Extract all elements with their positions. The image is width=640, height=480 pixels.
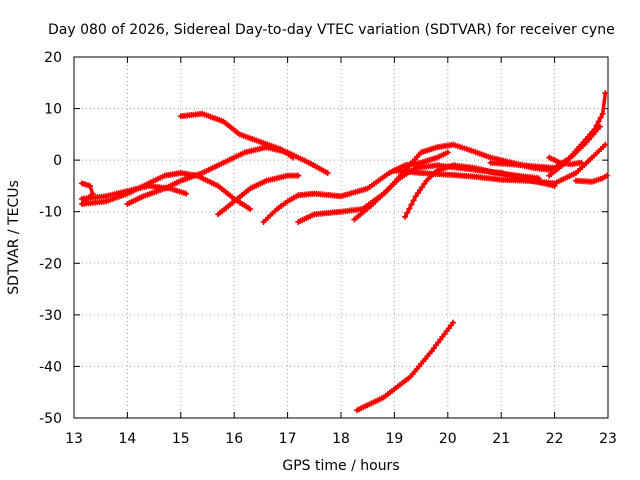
data-point [414, 190, 421, 197]
data-point [183, 190, 190, 197]
data-point [324, 170, 331, 177]
data-point [404, 209, 411, 216]
x-tick-label: 18 [332, 431, 350, 447]
y-tick-label: 20 [44, 50, 62, 66]
data-point [450, 319, 457, 326]
x-tick-label: 16 [225, 431, 243, 447]
series-prn-g [260, 149, 451, 226]
series-prn-p [572, 172, 610, 185]
x-tick-label: 23 [599, 431, 617, 447]
data-point [421, 180, 428, 187]
data-point [596, 123, 603, 130]
chart-title: Day 080 of 2026, Sidereal Day-to-day VTE… [48, 22, 615, 38]
y-axis-label: SDTVAR / TECUs [6, 180, 22, 295]
grid [74, 57, 608, 418]
x-tick-label: 14 [118, 431, 136, 447]
data-point [408, 201, 415, 208]
data-point [602, 141, 609, 148]
data-point [591, 126, 598, 133]
x-tick-label: 20 [439, 431, 457, 447]
data-point [87, 182, 94, 189]
data-point [599, 110, 606, 117]
series-prn-o [546, 154, 585, 168]
x-tick-label: 21 [492, 431, 510, 447]
data-point [412, 193, 419, 200]
data-point [406, 205, 413, 212]
x-tick-label: 13 [65, 431, 83, 447]
data-point [410, 197, 417, 204]
y-tick-label: -50 [39, 411, 62, 427]
series-prn-j [402, 162, 542, 220]
data-point [247, 206, 254, 213]
data-point [597, 114, 604, 121]
data-point [602, 90, 609, 97]
y-tick-label: -30 [39, 308, 62, 324]
x-tick-label: 15 [172, 431, 190, 447]
data-point [402, 213, 409, 220]
x-tick-label: 22 [546, 431, 564, 447]
data-point [419, 183, 426, 190]
data-point [603, 172, 610, 179]
y-tick-label: -20 [39, 256, 62, 272]
ticks: 13 14 15 16 17 18 19 20 21 22 23 20 10 0 -10 -20 -30 -40 -… [39, 50, 617, 447]
data-point [595, 118, 602, 125]
series-group [79, 90, 610, 414]
series-prn-f [215, 172, 302, 218]
y-tick-label: -40 [39, 359, 62, 375]
series-prn-c [79, 180, 96, 205]
data-point [417, 187, 424, 194]
series-prn-l [391, 141, 609, 187]
data-point [578, 159, 585, 166]
x-tick-label: 17 [279, 431, 297, 447]
data-point [444, 149, 451, 156]
data-point [295, 172, 302, 179]
y-tick-label: 10 [44, 102, 62, 118]
data-point [289, 154, 296, 161]
data-point [81, 198, 88, 205]
series-prn-e [177, 110, 296, 161]
y-tick-label: 0 [53, 153, 62, 169]
x-axis-label: GPS time / hours [282, 458, 399, 474]
series-prn-k [354, 319, 457, 414]
y-tick-label: -10 [39, 205, 62, 221]
data-point [593, 122, 600, 129]
x-tick-label: 19 [385, 431, 403, 447]
